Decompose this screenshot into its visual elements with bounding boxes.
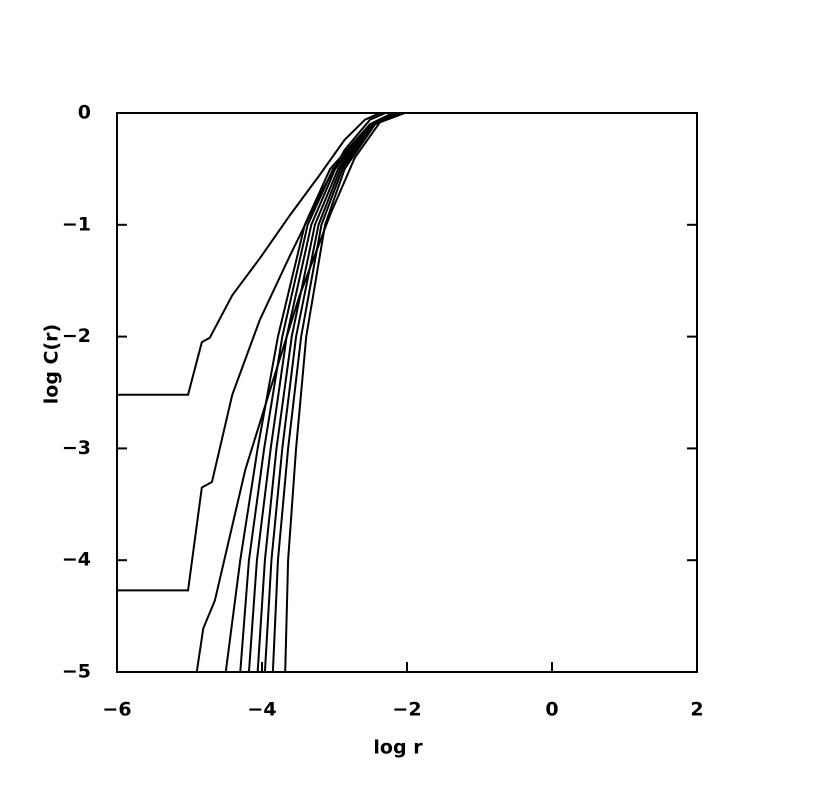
x-tick-label: 0 bbox=[545, 699, 558, 721]
x-tick-label: 2 bbox=[690, 699, 703, 721]
y-tick-label: −2 bbox=[62, 325, 91, 347]
series-line bbox=[271, 112, 697, 673]
y-tick-label: −3 bbox=[62, 437, 91, 459]
y-tick-label: −4 bbox=[62, 549, 91, 571]
x-tick-label: −4 bbox=[247, 699, 276, 721]
y-tick-label: −5 bbox=[62, 661, 91, 683]
series-line bbox=[284, 112, 697, 673]
x-axis-label: log r bbox=[373, 737, 423, 759]
y-tick-label: −1 bbox=[62, 213, 91, 235]
x-tick-label: −2 bbox=[392, 699, 421, 721]
series-line bbox=[239, 112, 697, 673]
series-line bbox=[224, 112, 697, 673]
series-line bbox=[117, 112, 697, 592]
plot-frame bbox=[116, 112, 698, 673]
x-tick-label: −6 bbox=[102, 699, 131, 721]
y-axis-label: log C(r) bbox=[41, 324, 63, 404]
series-line bbox=[117, 112, 697, 396]
series-line bbox=[263, 112, 697, 673]
series-line bbox=[195, 112, 697, 673]
series-line bbox=[247, 112, 697, 673]
y-tick-label: 0 bbox=[78, 102, 91, 124]
